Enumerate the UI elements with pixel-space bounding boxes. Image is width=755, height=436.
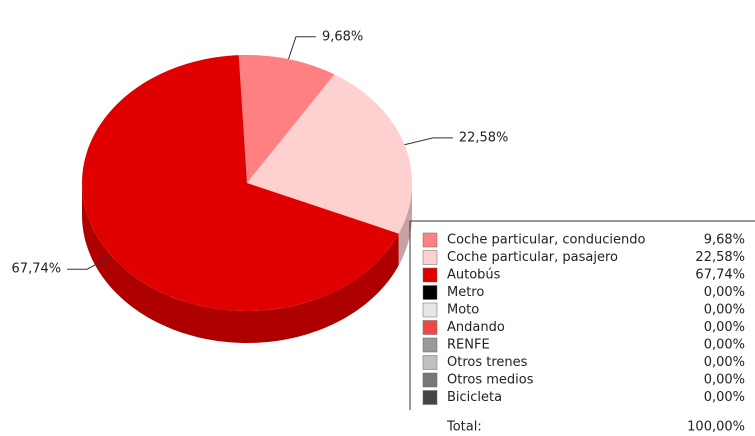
slice <box>247 74 412 234</box>
pie: 9,68% 22,58% 67,74% <box>12 29 509 343</box>
legend-value: 22,58% <box>695 250 745 265</box>
data-label: 22,58% <box>459 130 509 145</box>
legend-label: Coche particular, conduciendo <box>447 233 645 248</box>
data-label: 9,68% <box>322 29 363 44</box>
legend-swatch <box>422 337 438 353</box>
legend-value: 0,00% <box>704 390 745 405</box>
legend-value: 0,00% <box>704 373 745 388</box>
slice-side <box>82 183 399 343</box>
legend-swatch <box>422 285 438 300</box>
legend-label: Autobús <box>447 268 501 283</box>
legend-label: RENFE <box>447 338 490 353</box>
legend-label: Otros trenes <box>447 355 528 370</box>
total-value: 100,00% <box>687 420 745 435</box>
legend-swatch <box>422 355 438 370</box>
legend-label: Otros medios <box>447 373 534 388</box>
legend-swatch <box>422 390 438 405</box>
legend-swatch <box>422 250 438 265</box>
legend-label: Moto <box>447 303 479 318</box>
legend-label: Coche particular, pasajero <box>447 250 618 265</box>
legend-swatch <box>422 372 438 388</box>
legend-swatch <box>422 320 438 335</box>
slice <box>82 55 399 311</box>
leader-line <box>288 36 316 60</box>
legend-value: 0,00% <box>704 285 745 300</box>
legend-label: Andando <box>447 320 505 335</box>
data-label: 67,74% <box>12 262 62 277</box>
legend: Coche particular, conduciendo 9,68% Coche … <box>409 220 755 435</box>
legend-swatch <box>422 302 438 318</box>
slice <box>238 55 335 183</box>
leader-line <box>67 255 112 270</box>
legend-label: Metro <box>447 285 484 300</box>
legend-swatch <box>422 267 438 283</box>
legend-swatch <box>422 232 438 248</box>
legend-value: 67,74% <box>695 268 745 283</box>
legend-value: 0,00% <box>704 338 745 353</box>
leader-line <box>404 137 453 146</box>
legend-value: 0,00% <box>704 355 745 370</box>
legend-value: 0,00% <box>704 320 745 335</box>
legend-value: 0,00% <box>704 303 745 318</box>
legend-label: Bicicleta <box>447 390 502 405</box>
slice-side <box>398 183 412 266</box>
legend-value: 9,68% <box>704 233 745 248</box>
total-label: Total: <box>446 420 482 435</box>
